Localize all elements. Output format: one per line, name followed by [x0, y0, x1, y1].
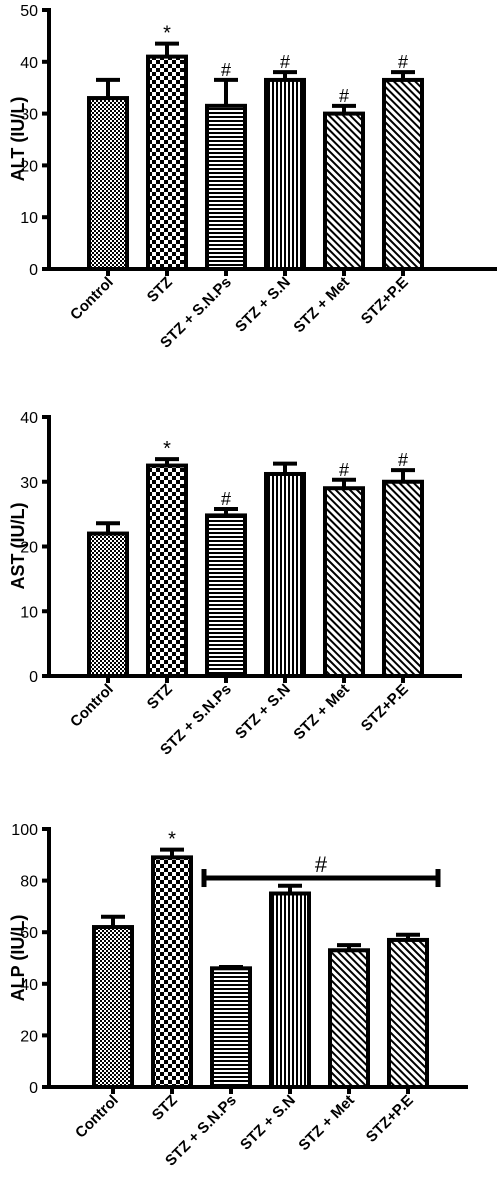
alp-bracket-label: #	[315, 852, 328, 877]
alp-category-label: STZ + S.N	[237, 1092, 299, 1154]
alt-significance-label: #	[339, 86, 349, 106]
ast-y-tick-label: 40	[20, 410, 38, 427]
ast-y-tick-label: 20	[20, 540, 38, 557]
ast-significance-label: *	[163, 438, 171, 460]
alt-significance-label: #	[221, 60, 231, 80]
alt-significance-label: #	[398, 52, 408, 72]
ast-bar	[382, 479, 424, 678]
alt-y-tick-label: 30	[20, 107, 38, 124]
alp-y-tick-label: 20	[20, 1028, 38, 1045]
alt-bar	[146, 54, 188, 272]
alt-significance-label: *	[163, 23, 171, 45]
alt-category-label: STZ	[144, 274, 176, 306]
alt-y-tick-label: 50	[20, 3, 38, 20]
alp-y-axis-title: ALP (IU/L)	[8, 915, 28, 1002]
alp-y-tick-label: 80	[20, 874, 38, 891]
ast-bar	[323, 486, 365, 678]
ast-significance-label: #	[398, 450, 408, 470]
alp-bar	[151, 855, 193, 1089]
alt-y-tick-label: 10	[20, 210, 38, 227]
ast-category-label: STZ + S.N	[232, 681, 294, 743]
alt-category-label: STZ+P.E	[358, 274, 412, 328]
alt-category-label: STZ + Met	[290, 274, 352, 336]
ast-bar	[87, 531, 129, 678]
alt-category-label: Control	[67, 274, 117, 324]
alp-y-tick-label: 40	[20, 977, 38, 994]
alp-category-label: STZ+P.E	[363, 1092, 417, 1146]
alp-bar	[210, 966, 252, 1090]
alp-bar	[328, 948, 370, 1090]
alt-bar	[382, 77, 424, 272]
alt-category-label: STZ + S.N	[232, 274, 294, 336]
alt-bar	[205, 103, 247, 271]
alp-category-label: STZ + Met	[295, 1092, 357, 1154]
ast-significance-label: #	[221, 489, 231, 509]
alp-y-tick-label: 0	[29, 1080, 38, 1097]
ast-significance-label: #	[339, 460, 349, 480]
ast-bar	[264, 471, 306, 679]
alp-y-tick-label: 100	[11, 822, 38, 839]
alt-bar	[87, 96, 129, 271]
ast-y-axis-title: AST (IU/L)	[8, 503, 28, 590]
ast-y-tick-label: 30	[20, 475, 38, 492]
alt-y-tick-label: 0	[29, 262, 38, 279]
ast-category-label: Control	[67, 681, 117, 731]
alt-y-tick-label: 20	[20, 158, 38, 175]
ast-y-tick-label: 10	[20, 604, 38, 621]
ast-category-label: STZ+P.E	[358, 681, 412, 735]
alt-y-axis-title: ALT (IU/L)	[8, 97, 28, 182]
ast-bar	[205, 513, 247, 678]
alt-bar	[264, 77, 306, 272]
ast-y-tick-label: 0	[29, 669, 38, 686]
alt-chart: ALT (IU/L) Control*STZ#STZ + S.N.Ps#STZ …	[8, 3, 497, 352]
alp-significance-label: *	[168, 829, 176, 851]
alt-y-tick-label: 40	[20, 55, 38, 72]
alt-bar	[323, 111, 365, 271]
alp-bar	[269, 891, 311, 1089]
ast-category-label: STZ	[144, 681, 176, 713]
alp-category-label: STZ	[149, 1092, 181, 1124]
ast-bar	[146, 463, 188, 678]
ast-category-label: STZ + Met	[290, 681, 352, 743]
alp-y-tick-label: 60	[20, 925, 38, 942]
alp-bar	[92, 925, 134, 1089]
alp-bar	[387, 937, 429, 1089]
alp-category-label: Control	[72, 1092, 122, 1142]
alt-significance-label: #	[280, 52, 290, 72]
